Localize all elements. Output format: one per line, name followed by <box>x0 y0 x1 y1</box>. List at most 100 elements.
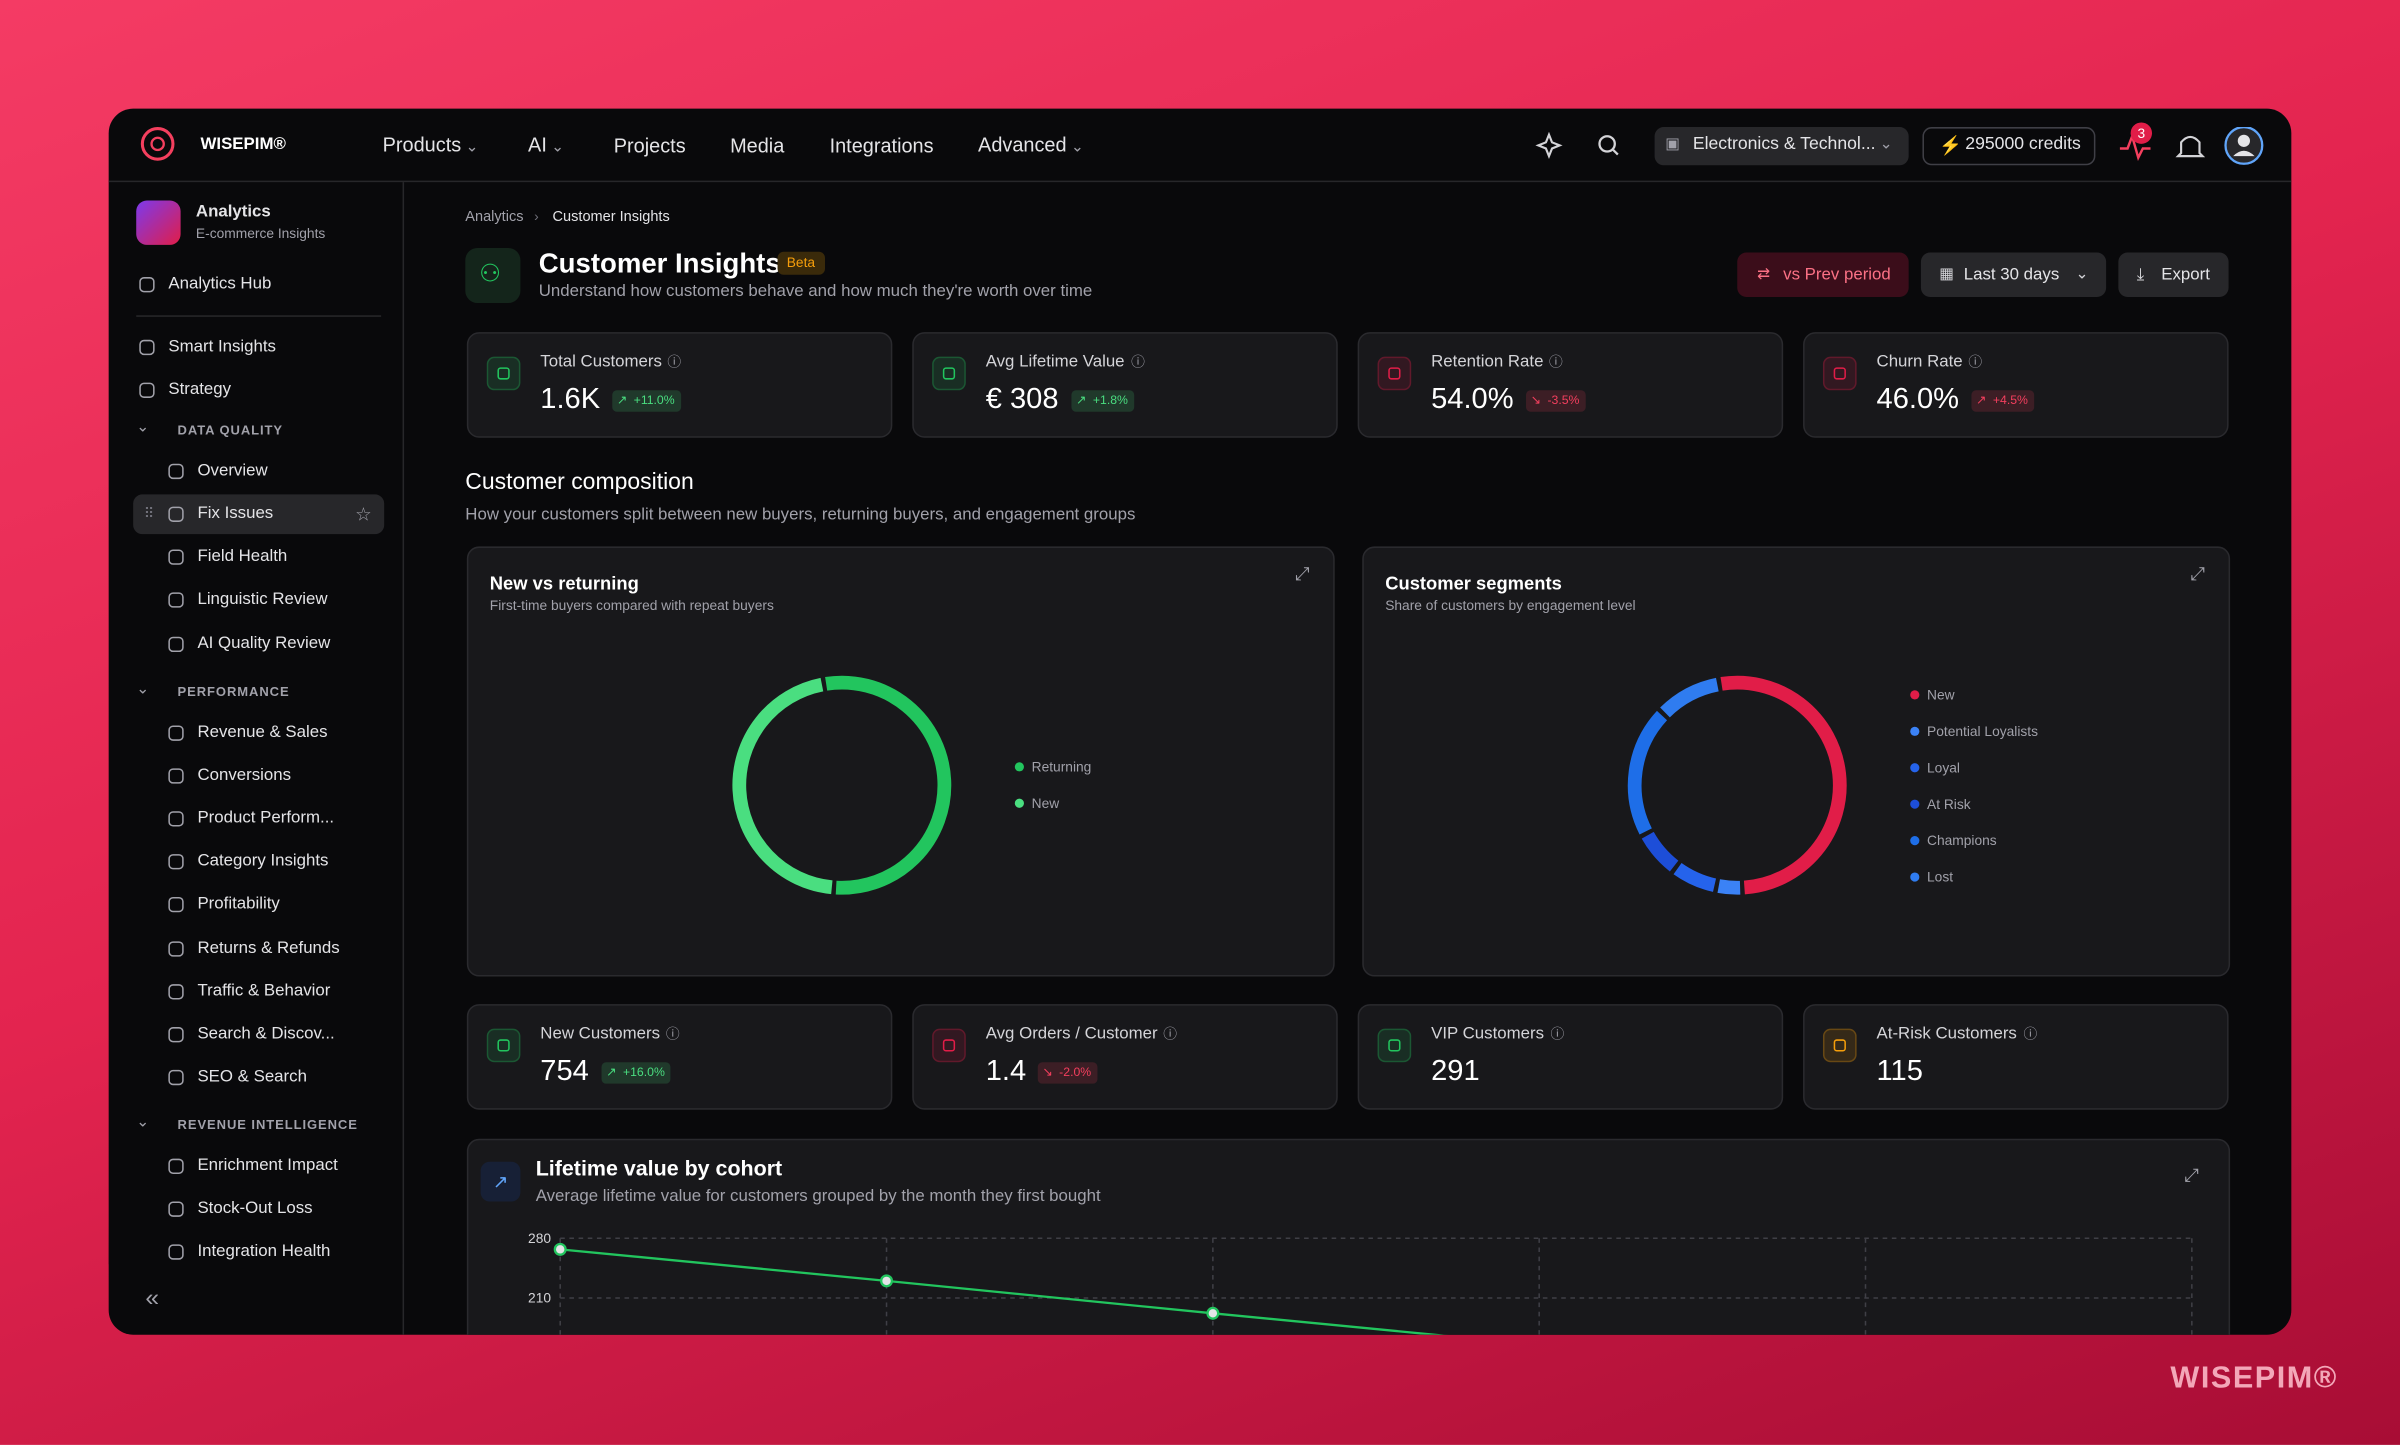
sidebar-item[interactable]: Stock-Out Loss <box>197 1199 313 1218</box>
expand-icon[interactable]: ⤢ <box>2190 563 2206 585</box>
point <box>1206 1306 1220 1320</box>
kpi-glyph <box>497 367 510 380</box>
expand-icon[interactable]: ⤢ <box>2184 1164 2199 1187</box>
point <box>880 1274 894 1288</box>
sidebar-item[interactable]: Strategy <box>168 380 232 399</box>
charts: Returning New New Potential Loyalists Loyal A… <box>528 675 2193 1335</box>
section-title: Customer composition <box>465 469 694 496</box>
sidebar-item[interactable]: Smart Insights <box>168 337 276 356</box>
nav-item[interactable]: Media <box>730 133 785 157</box>
compare-button[interactable] <box>1737 252 1909 297</box>
legend-label: Champions <box>1927 833 1997 848</box>
workspace-select[interactable] <box>1654 127 1909 166</box>
users-icon: ⚇ <box>479 261 502 288</box>
nav-item[interactable]: AI ⌄ <box>528 133 564 157</box>
collapse-icon[interactable]: « <box>145 1285 160 1312</box>
nav-icon <box>139 277 155 293</box>
nav-icon <box>139 382 155 398</box>
donut-segment <box>1717 879 1741 895</box>
watermark: WISEPIM® <box>2170 1361 2338 1396</box>
nav-icon <box>168 463 184 480</box>
section-icon <box>136 200 181 245</box>
nav-item[interactable]: Products ⌄ <box>382 133 479 157</box>
sidebar-item[interactable]: Overview <box>197 461 268 480</box>
kpi-value: 54.0% <box>1431 383 1514 416</box>
range-button[interactable] <box>1920 252 2107 297</box>
sidebar-item[interactable]: Returns & Refunds <box>197 938 340 957</box>
kpi-label: VIP Customers <box>1431 1024 1545 1044</box>
button-label[interactable]: vs Prev period <box>1783 265 1891 284</box>
trend-arrow: ↘ <box>1042 1065 1053 1080</box>
sidebar-item[interactable]: Field Health <box>197 547 288 567</box>
chevron: ⌄ <box>136 680 150 698</box>
sidebar-item[interactable]: Integration Health <box>197 1242 331 1262</box>
chart-subtitle: Share of customers by engagement level <box>1385 597 1636 614</box>
legend-label: New <box>1032 796 1060 811</box>
section-subtitle: How your customers split between new buy… <box>465 505 1136 525</box>
nav-icon <box>168 549 184 566</box>
sidebar-item[interactable]: AI Quality Review <box>197 633 331 653</box>
export-button[interactable] <box>2118 252 2229 297</box>
kpi-card <box>1357 1004 1784 1110</box>
compare-icon: ⇄ <box>1757 266 1770 284</box>
chart-icon <box>480 1161 521 1202</box>
expand-icon[interactable]: ⤢ <box>1294 563 1310 585</box>
page-subtitle: Understand how customers behave and how … <box>538 282 1093 301</box>
chevron: ⌄ <box>136 1114 150 1132</box>
kpi-card <box>912 1004 1338 1110</box>
star-icon[interactable]: ☆ <box>355 503 372 526</box>
credits[interactable]: 295000 credits <box>1965 135 2081 154</box>
sidebar-item[interactable]: Analytics Hub <box>168 274 272 294</box>
chart-subtitle: First-time buyers compared with repeat b… <box>489 597 774 614</box>
nav-icon <box>168 1158 184 1175</box>
kpi-label: At-Risk Customers <box>1876 1024 2017 1044</box>
sidebar-item[interactable]: Conversions <box>197 765 292 785</box>
legend-swatch <box>1910 726 1920 736</box>
kpi-value: € 308 <box>985 383 1059 416</box>
kpi-icon <box>932 356 966 391</box>
sidebar-item[interactable]: Enrichment Impact <box>197 1156 338 1175</box>
chart-glyph: ↗ <box>492 1170 509 1193</box>
button-label[interactable]: Last 30 days <box>1963 265 2060 284</box>
kpi-glyph <box>1833 1039 1846 1052</box>
kpi-value: 1.4 <box>985 1055 1027 1088</box>
nav-item[interactable]: Integrations <box>829 133 934 157</box>
sidebar-item[interactable]: Fix Issues <box>197 504 274 523</box>
sidebar-item[interactable]: Profitability <box>197 895 280 914</box>
kpi-glyph <box>942 367 956 380</box>
nav-icon <box>168 1069 184 1086</box>
sidebar-item[interactable]: Category Insights <box>197 852 329 871</box>
sidebar-fade <box>108 1218 403 1265</box>
kpi-delta: -2.0% <box>1037 1062 1098 1084</box>
workspace[interactable]: Electronics & Technol... <box>1692 135 1876 154</box>
sidebar-item[interactable]: Linguistic Review <box>197 590 328 610</box>
sidebar-item[interactable]: Traffic & Behavior <box>197 981 331 1000</box>
chevron: ⌄ <box>136 419 150 437</box>
nav-item[interactable]: Advanced ⌄ <box>978 133 1084 157</box>
trend-arrow: ↗ <box>1076 393 1087 408</box>
trend-arrow: ↗ <box>606 1065 617 1080</box>
sidebar-item[interactable]: Product Perform... <box>197 809 335 828</box>
chart-card <box>466 1138 2231 1335</box>
breadcrumb[interactable]: Analytics <box>465 208 524 226</box>
kpi-value: 46.0% <box>1876 383 1959 416</box>
sidebar-item[interactable]: Search & Discov... <box>197 1024 335 1043</box>
legend-swatch <box>1014 762 1024 772</box>
sidebar-item[interactable]: SEO & Search <box>197 1067 307 1086</box>
y-tick-label: 210 <box>528 1291 551 1306</box>
kpi-icon <box>1822 1028 1857 1063</box>
sidebar-item[interactable]: Revenue & Sales <box>197 722 328 742</box>
nav-item[interactable]: Projects <box>613 133 686 157</box>
kpi-label: Retention Rate <box>1431 352 1544 372</box>
button-label[interactable]: Export <box>2161 265 2210 284</box>
chart-title: New vs returning <box>489 572 639 594</box>
credits-pill[interactable] <box>1922 127 2096 166</box>
legend-label: At Risk <box>1927 797 1971 812</box>
kpi-delta: +11.0% <box>612 390 681 412</box>
brand: WISEPIM® <box>200 135 286 154</box>
sidebar-border <box>402 182 405 1335</box>
trend-arrow: ↗ <box>616 393 628 408</box>
donut-segment <box>825 675 952 895</box>
kpi-glyph <box>1388 1039 1401 1052</box>
